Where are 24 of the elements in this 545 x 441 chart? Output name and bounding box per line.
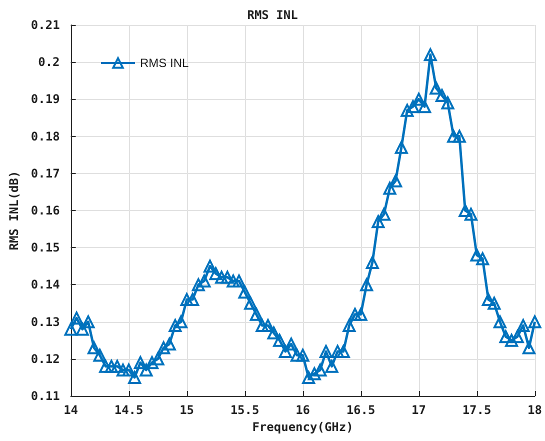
y-tick-label: 0.21 xyxy=(30,18,60,32)
x-tick-label: 16.5 xyxy=(346,403,376,417)
y-tick-label: 0.12 xyxy=(30,352,60,366)
x-tick-label: 14 xyxy=(64,403,78,417)
y-tick-label: 0.13 xyxy=(30,314,60,329)
y-tick-label: 0.15 xyxy=(30,240,60,255)
y-tick-label: 0.2 xyxy=(38,55,60,70)
y-tick-label: 0.11 xyxy=(30,389,60,403)
x-tick-label: 16 xyxy=(296,403,310,417)
y-tick-label: 0.19 xyxy=(30,92,60,106)
x-tick-label: 18 xyxy=(528,403,542,417)
y-tick-label: 0.18 xyxy=(30,129,60,144)
y-tick-label: 0.16 xyxy=(30,204,60,218)
chart-title: RMS INL xyxy=(247,8,298,22)
x-tick-label: 15.5 xyxy=(230,403,260,417)
x-tick-label: 17 xyxy=(412,403,426,417)
x-tick-label: 17.5 xyxy=(462,403,492,417)
y-tick-label: 0.17 xyxy=(30,166,60,180)
x-tick-label: 15 xyxy=(180,403,194,417)
y-axis-title: RMS INL(dB) xyxy=(7,170,21,250)
x-tick-label: 14.5 xyxy=(114,403,144,417)
x-axis-title: Frequency(GHz) xyxy=(252,420,354,434)
y-tick-label: 0.14 xyxy=(30,278,60,292)
legend-label: RMS INL xyxy=(140,56,189,70)
